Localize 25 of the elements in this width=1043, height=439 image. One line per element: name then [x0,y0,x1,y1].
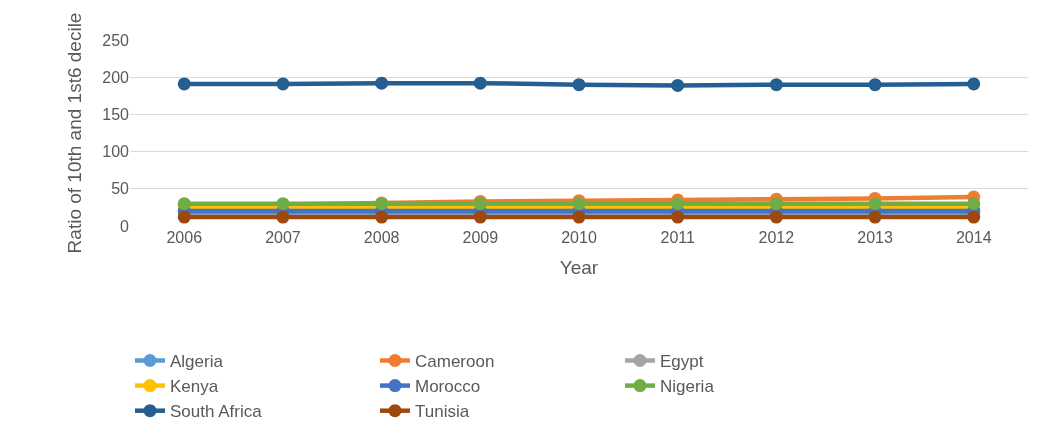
x-tick-label: 2006 [166,229,203,246]
legend-label: South Africa [170,402,263,422]
x-tick-label: 2014 [955,229,992,246]
y-tick-label: 200 [102,68,130,86]
legend-label: Egypt [660,352,704,372]
y-tick-label: 50 [111,180,130,198]
x-tick-label: 2010 [561,229,597,246]
x-tick-label: 2007 [265,229,301,246]
y-tick-label: 250 [102,31,130,49]
x-tick-label: 2008 [363,229,400,246]
y-axis-title: Ratio of 10th and 1st6 decile [64,12,86,254]
y-tick-label: 150 [102,106,130,123]
legend-label: Nigeria [660,377,715,397]
x-tick-label: 2011 [660,229,695,246]
x-tick-label: 2013 [857,229,893,246]
legend-label: Morocco [415,377,481,397]
x-axis-title: Year [559,256,599,278]
y-tick-label: 0 [120,217,130,235]
y-tick-label: 100 [102,143,130,161]
x-tick-label: 2009 [462,229,499,246]
legend-label: Kenya [170,377,219,397]
legend-label: Cameroon [415,352,495,372]
legend-label: Algeria [170,352,224,372]
x-tick-label: 2012 [758,229,795,246]
legend-label: Tunisia [415,402,470,422]
